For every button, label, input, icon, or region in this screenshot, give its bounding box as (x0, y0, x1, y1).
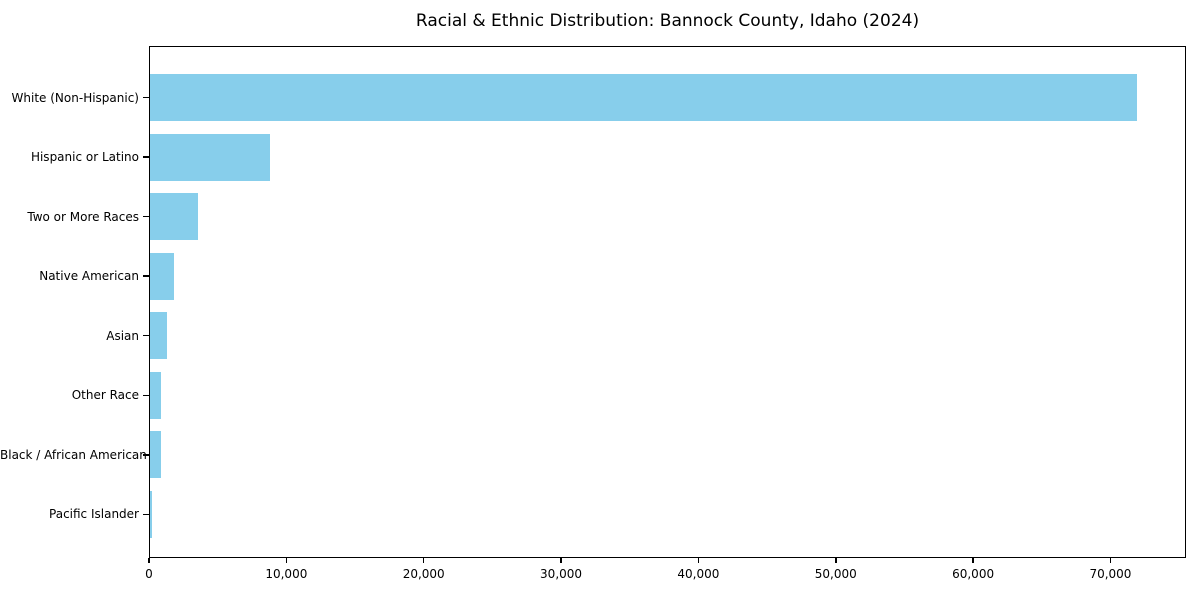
y-axis-tick-label: Pacific Islander (49, 507, 139, 522)
plot-area (149, 46, 1186, 558)
x-tick-mark (148, 558, 150, 563)
chart-title: Racial & Ethnic Distribution: Bannock Co… (415, 11, 920, 31)
y-tick-mark (143, 334, 149, 337)
x-axis-tick-label: 60,000 (952, 567, 995, 581)
y-axis-tick-label: Asian (106, 328, 139, 343)
y-tick-mark (143, 96, 149, 99)
bar (149, 312, 167, 360)
x-axis-tick-label: 50,000 (814, 567, 857, 581)
x-axis-tick-label: 10,000 (265, 567, 308, 581)
x-axis-tick-label: 70,000 (1089, 567, 1132, 581)
y-tick-mark (143, 513, 149, 516)
bar (149, 252, 175, 300)
x-tick-mark (560, 558, 562, 563)
y-axis-tick-label: Two or More Races (27, 209, 139, 224)
bar (149, 133, 270, 181)
y-tick-mark (143, 156, 149, 158)
bar (149, 371, 162, 419)
x-axis-tick-label: 0 (145, 567, 153, 581)
y-axis-tick-label: Other Race (71, 388, 139, 403)
bar (149, 490, 153, 538)
y-tick-mark (143, 394, 149, 396)
bar (149, 431, 161, 479)
y-axis-tick-label: Native American (39, 269, 139, 284)
y-axis-tick-label: Black / African American (0, 447, 147, 462)
y-tick-mark (143, 454, 149, 456)
x-tick-mark (285, 558, 288, 563)
bar (149, 74, 1137, 121)
x-tick-mark (697, 558, 700, 563)
x-tick-mark (422, 558, 425, 563)
bar (149, 193, 199, 241)
x-axis-tick-label: 30,000 (540, 567, 583, 581)
x-tick-mark (835, 558, 837, 563)
y-axis-tick-label: Hispanic or Latino (30, 150, 139, 165)
y-tick-mark (143, 275, 149, 277)
x-axis-tick-label: 40,000 (677, 567, 720, 581)
y-axis-tick-label: White (Non-Hispanic) (11, 90, 139, 105)
x-axis-tick-label: 20,000 (402, 567, 445, 581)
x-tick-mark (1109, 558, 1112, 563)
y-tick-mark (143, 215, 149, 218)
x-tick-mark (972, 558, 974, 563)
